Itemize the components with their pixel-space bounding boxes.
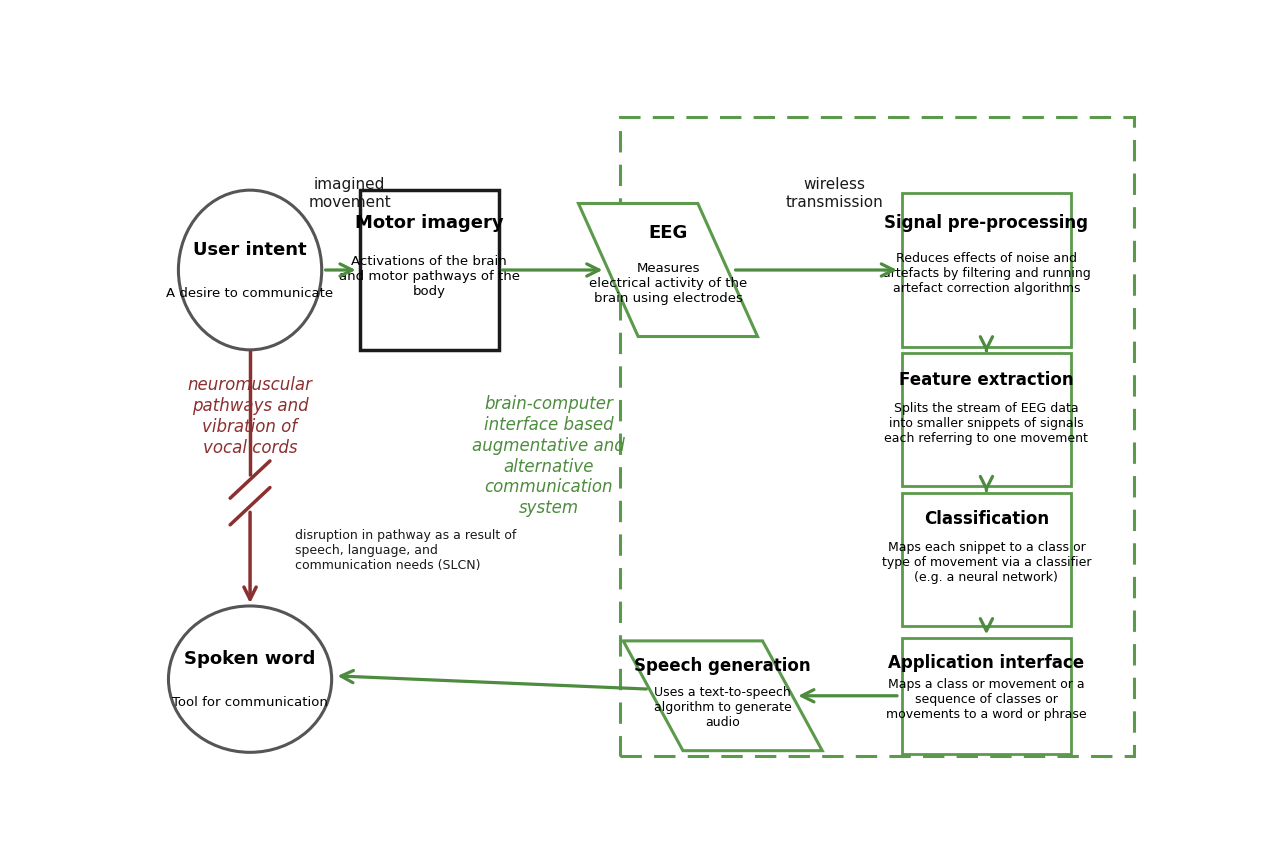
- Text: Signal pre-processing: Signal pre-processing: [885, 214, 1089, 232]
- Bar: [901, 492, 1071, 626]
- Bar: [901, 194, 1071, 346]
- Text: Tool for communication: Tool for communication: [172, 696, 327, 709]
- Ellipse shape: [168, 606, 331, 753]
- Text: Spoken word: Spoken word: [185, 651, 316, 668]
- Text: A desire to communicate: A desire to communicate: [167, 287, 334, 300]
- Bar: [360, 190, 498, 350]
- Text: Classification: Classification: [924, 511, 1049, 529]
- Text: Measures
electrical activity of the
brain using electrodes: Measures electrical activity of the brai…: [589, 262, 747, 305]
- Text: Speech generation: Speech generation: [634, 657, 811, 675]
- Text: disruption in pathway as a result of
speech, language, and
communication needs (: disruption in pathway as a result of spe…: [295, 530, 516, 572]
- Text: Maps each snippet to a class or
type of movement via a classifier
(e.g. a neural: Maps each snippet to a class or type of …: [882, 541, 1091, 584]
- Text: Maps a class or movement or a
sequence of classes or
movements to a word or phra: Maps a class or movement or a sequence o…: [886, 677, 1086, 721]
- Text: neuromuscular
pathways and
vibration of
vocal cords: neuromuscular pathways and vibration of …: [187, 376, 312, 456]
- Polygon shape: [623, 641, 822, 751]
- Text: Activations of the brain
and motor pathways of the
body: Activations of the brain and motor pathw…: [339, 255, 520, 298]
- Bar: [901, 353, 1071, 486]
- Text: brain-computer
interface based
augmentative and
alternative
communication
system: brain-computer interface based augmentat…: [473, 395, 625, 518]
- Text: EEG: EEG: [648, 225, 688, 243]
- Text: wireless
transmission: wireless transmission: [786, 177, 883, 210]
- Text: Splits the stream of EEG data
into smaller snippets of signals
each referring to: Splits the stream of EEG data into small…: [885, 402, 1089, 444]
- Text: Motor imagery: Motor imagery: [354, 214, 503, 232]
- Bar: [620, 117, 1134, 756]
- Text: Feature extraction: Feature extraction: [899, 371, 1073, 389]
- Text: Uses a text-to-speech
algorithm to generate
audio: Uses a text-to-speech algorithm to gener…: [654, 686, 792, 729]
- Ellipse shape: [178, 190, 322, 350]
- Bar: [901, 638, 1071, 754]
- Text: Reduces effects of noise and
artefacts by filtering and running
artefact correct: Reduces effects of noise and artefacts b…: [882, 251, 1090, 295]
- Text: User intent: User intent: [194, 241, 307, 259]
- Polygon shape: [579, 203, 758, 336]
- Text: Application interface: Application interface: [889, 653, 1085, 671]
- Text: imagined
movement: imagined movement: [308, 177, 390, 210]
